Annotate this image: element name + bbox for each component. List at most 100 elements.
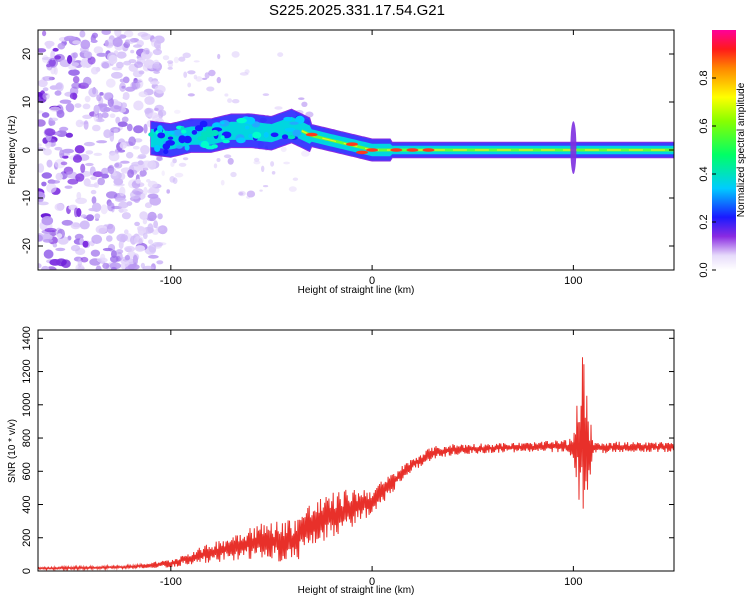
noise-blob	[178, 56, 186, 62]
noise-blob	[93, 152, 103, 156]
colorbar-tick-label: 0.2	[698, 214, 710, 229]
noise-blob	[38, 263, 42, 269]
noise-blob	[91, 234, 103, 244]
ridge-blob	[292, 129, 302, 137]
noise-blob	[270, 161, 275, 167]
snr-series-line	[38, 357, 674, 571]
noise-blob	[187, 70, 196, 75]
noise-blob	[167, 60, 174, 64]
noise-blob	[57, 42, 66, 50]
noise-blob	[147, 180, 158, 188]
noise-blob	[72, 40, 81, 45]
noise-blob	[106, 223, 116, 234]
noise-blob	[139, 211, 148, 220]
snr-y-label: SNR (10 * v/v)	[7, 419, 18, 483]
noise-blob	[118, 201, 129, 209]
colorbar-tick-label: 0.0	[698, 262, 710, 277]
noise-blob	[195, 76, 203, 82]
noise-blob	[134, 245, 146, 252]
noise-blob	[263, 185, 269, 188]
noise-blob	[124, 229, 129, 235]
noise-blob	[54, 159, 66, 169]
noise-blob	[127, 38, 135, 44]
noise-blob	[116, 61, 124, 69]
noise-blob	[77, 258, 83, 268]
noise-blob	[143, 186, 148, 196]
noise-blob	[85, 150, 94, 155]
noise-blob	[113, 162, 123, 169]
y-tick-label: 1400	[21, 326, 33, 350]
noise-blob	[69, 92, 78, 100]
noise-blob	[161, 170, 165, 176]
noise-blob	[132, 254, 138, 265]
spectrogram-ridge	[148, 108, 674, 174]
noise-blob	[93, 112, 98, 122]
noise-blob	[227, 157, 234, 165]
noise-blob	[114, 30, 122, 37]
noise-blob	[147, 98, 155, 105]
noise-blob	[80, 256, 89, 263]
noise-blob	[52, 243, 58, 248]
ridge-blob	[263, 132, 269, 138]
noise-blob	[156, 226, 165, 232]
y-tick-label: 1000	[21, 393, 33, 417]
noise-blob	[95, 265, 102, 270]
noise-blob	[75, 119, 84, 128]
noise-blob	[44, 227, 57, 233]
ridge-blob	[157, 132, 166, 139]
y-tick-label: 0	[21, 568, 33, 574]
noise-blob	[142, 47, 150, 55]
noise-blob	[122, 92, 130, 100]
noise-blob	[298, 97, 305, 100]
noise-blob	[150, 80, 160, 85]
noise-blob	[138, 91, 148, 98]
noise-blob	[139, 173, 145, 178]
ridge-blob	[281, 134, 289, 140]
noise-blob	[130, 49, 135, 54]
noise-blob	[101, 167, 109, 176]
noise-blob	[75, 173, 85, 182]
noise-blob	[119, 82, 126, 92]
ridge-blob	[206, 132, 213, 138]
noise-blob	[193, 74, 198, 80]
noise-blob	[83, 51, 93, 59]
noise-blob	[246, 190, 256, 198]
noise-blob	[305, 111, 314, 118]
noise-blob	[143, 59, 155, 69]
noise-blob	[41, 216, 54, 226]
ridge-hotspot	[366, 148, 379, 152]
noise-blob	[162, 55, 170, 61]
noise-blob	[111, 71, 123, 79]
noise-blob	[93, 46, 104, 54]
noise-blob	[106, 78, 116, 88]
noise-blob	[223, 154, 232, 159]
noise-blob	[132, 145, 140, 150]
noise-blob	[65, 103, 75, 113]
noise-blob	[82, 114, 93, 120]
noise-blob	[143, 123, 148, 134]
noise-blob	[134, 61, 144, 68]
ridge-blob	[287, 135, 296, 140]
noise-blob	[277, 52, 284, 57]
y-tick-label: 1200	[21, 359, 33, 383]
noise-blob	[134, 138, 143, 143]
noise-blob	[62, 148, 74, 154]
noise-blob	[40, 233, 53, 241]
noise-blob	[87, 56, 96, 65]
noise-blob	[38, 234, 43, 242]
y-tick-label: 20	[21, 48, 33, 60]
noise-blob	[253, 160, 261, 165]
noise-blob	[46, 159, 53, 168]
noise-blob	[42, 87, 49, 92]
noise-blob	[71, 62, 80, 67]
noise-blob	[127, 169, 134, 178]
noise-blob	[100, 204, 108, 215]
y-tick-label: -10	[21, 190, 33, 206]
noise-blob	[121, 116, 129, 123]
x-tick-label: 0	[369, 275, 375, 287]
ridge-blob	[175, 145, 183, 149]
noise-blob	[80, 163, 86, 173]
noise-blob	[84, 95, 91, 103]
noise-blob	[115, 116, 121, 124]
